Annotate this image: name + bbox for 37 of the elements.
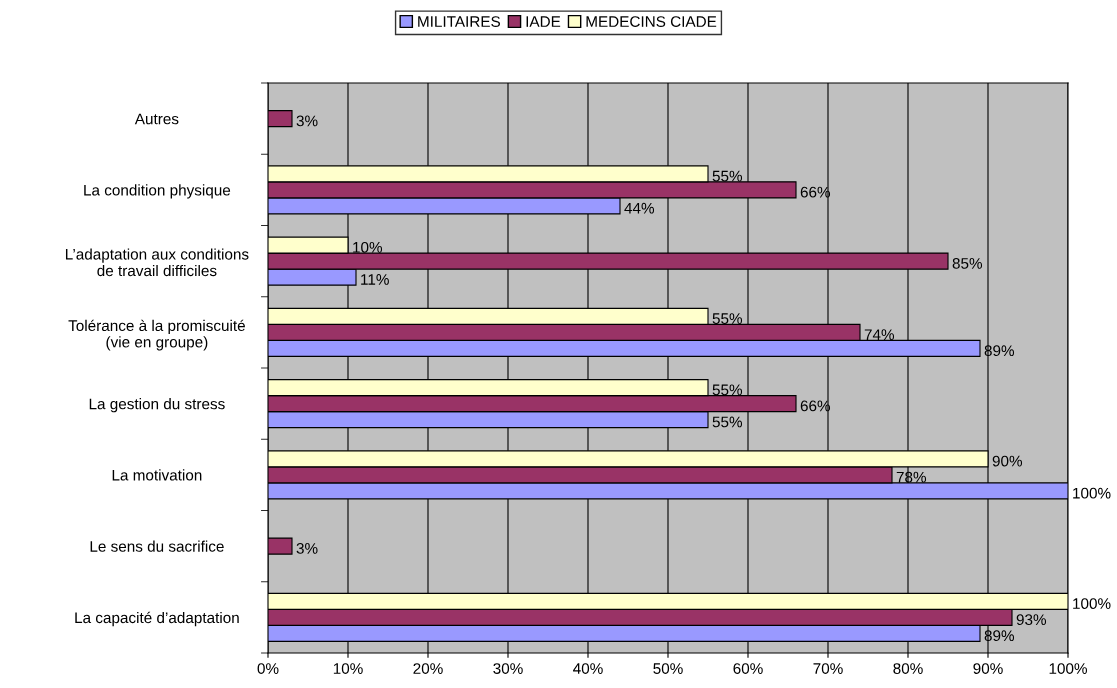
data-label: 10% bbox=[353, 241, 383, 253]
x-tick-label: 20% bbox=[413, 663, 443, 674]
x-tick-label: 30% bbox=[493, 663, 523, 674]
data-label: 100% bbox=[1073, 487, 1111, 499]
legend-label: MEDECINS CIADE bbox=[586, 16, 717, 27]
legend-label: MILITAIRES bbox=[418, 16, 501, 27]
x-tick-label: 90% bbox=[973, 663, 1003, 674]
x-tick-label: 10% bbox=[333, 663, 363, 674]
y-tick-label: La capacité d’adaptation bbox=[75, 611, 239, 627]
x-tick-label: 0% bbox=[257, 663, 279, 674]
x-tick-label: 100% bbox=[1049, 663, 1087, 674]
legend-label: IADE bbox=[526, 16, 561, 27]
x-tick-label: 70% bbox=[813, 663, 843, 674]
x-tick-label: 40% bbox=[573, 663, 603, 674]
x-tick-label: 60% bbox=[733, 663, 763, 674]
y-tick-label: L’adaptation aux conditions de travail difficiles bbox=[65, 248, 249, 277]
data-label: 3% bbox=[296, 115, 318, 127]
y-tick-label: La condition physique bbox=[84, 184, 231, 199]
data-label: 3% bbox=[296, 542, 318, 554]
data-label: 85% bbox=[952, 257, 983, 269]
data-label: 55% bbox=[712, 384, 743, 396]
data-label: 90% bbox=[992, 455, 1023, 467]
data-label: 100% bbox=[1073, 598, 1111, 610]
y-tick-label: La motivation bbox=[112, 469, 202, 481]
data-label: 74% bbox=[864, 329, 895, 340]
data-label: 55% bbox=[712, 416, 743, 428]
x-tick-label: 50% bbox=[653, 663, 683, 674]
data-label: 55% bbox=[712, 170, 743, 182]
y-tick-label: La gestion du stress bbox=[89, 398, 225, 413]
data-label: 93% bbox=[1016, 614, 1047, 626]
y-tick-label: Tolérance à la promiscuité (vie en groupe) bbox=[68, 319, 245, 351]
y-tick-label: Autres bbox=[134, 113, 179, 125]
y-tick-label: Le sens du sacrifice bbox=[90, 540, 224, 552]
data-label: 44% bbox=[624, 202, 655, 214]
data-label: 11% bbox=[361, 274, 389, 285]
x-tick-label: 80% bbox=[893, 663, 923, 674]
data-label: 55% bbox=[712, 313, 743, 325]
